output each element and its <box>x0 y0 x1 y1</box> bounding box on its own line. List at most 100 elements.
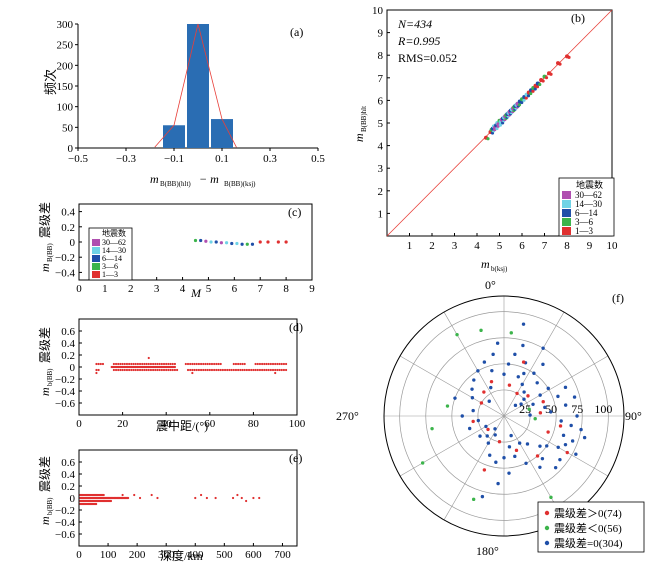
panel-d-point <box>239 362 242 366</box>
panel-e-ytick-label: −0.2 <box>55 505 75 517</box>
panel-d-ytick-label: 0.2 <box>61 350 75 362</box>
panel-b-ytick-label: 1 <box>378 208 384 220</box>
panel-d-point <box>269 368 272 372</box>
panel-d-point <box>136 362 139 366</box>
panel-f-north-label: 0° <box>485 278 496 292</box>
panel-d-point <box>232 362 235 366</box>
panel-f-point-negative <box>471 497 476 502</box>
panel-a: (a) 频次 m B(BB)(hlt) − m B(BB)(ksj) −0.5 −… <box>43 19 325 188</box>
panel-f-point-zero <box>490 368 494 373</box>
panel-f-point-positive <box>489 379 494 384</box>
panel-c-legend-title: 地震数 <box>102 228 126 238</box>
panel-e-ylabel-cn: 震级差 <box>38 456 52 492</box>
panel-b-xtick-label: 7 <box>542 240 548 252</box>
panel-f-point-zero <box>476 369 480 373</box>
panel-d-point <box>132 368 135 372</box>
panel-d-point <box>226 368 229 372</box>
panel-f-point-zero <box>488 453 492 457</box>
panel-b-ytick-label: 6 <box>378 95 384 107</box>
panel-f-ring-label: 25 <box>519 402 531 416</box>
panel-d-point <box>160 362 163 366</box>
panel-f-spoke <box>503 311 565 417</box>
panel-d-ylabel-sub: b(BB) <box>46 368 54 386</box>
panel-f-point-positive <box>538 411 543 415</box>
panel-e-ytick-label: 0.2 <box>61 481 75 493</box>
panel-c-point <box>230 241 234 246</box>
panel-f-point-positive <box>471 419 475 424</box>
panel-e-point <box>138 496 142 500</box>
panel-f-point-positive <box>546 430 550 434</box>
panel-d-point <box>285 362 288 366</box>
panel-d-point <box>261 362 264 366</box>
panel-a-ytick-label: 100 <box>57 102 74 114</box>
panel-d-point <box>117 362 120 366</box>
panel-f-point-zero <box>493 433 497 437</box>
panel-d: (d) 震中距/(°) m b(BB) 震级差 0 20 40 60 80 1000.60… <box>38 318 306 433</box>
panel-f-ring-label: 100 <box>594 402 612 416</box>
panel-c-ytick-label: −0.2 <box>55 252 75 264</box>
panel-e-xtick-label: 500 <box>216 549 233 561</box>
panel-a-xtick-label: −0.3 <box>116 153 136 165</box>
panel-d-point <box>145 362 148 366</box>
panel-f-legend-label: 震级差＞0(74) <box>554 506 622 520</box>
panel-f-point-zero <box>561 433 566 438</box>
panel-a-fit-curve <box>154 23 237 148</box>
panel-f-point-zero <box>513 352 517 357</box>
panel-a-xtick-label: 0.5 <box>311 153 325 165</box>
panel-b-legend-title: 地震数 <box>576 179 603 190</box>
panel-f-point-zero <box>513 403 518 408</box>
panel-f-point-zero <box>485 434 489 438</box>
panel-c-label: (c) <box>288 205 301 219</box>
panel-d-point <box>263 362 266 366</box>
panel-d-point <box>97 362 100 366</box>
panel-b-point <box>524 96 528 100</box>
panel-d-point <box>123 362 126 366</box>
panel-b-point <box>538 82 542 87</box>
panel-c-ytick-label: 0.2 <box>61 222 75 234</box>
panel-f-point-zero <box>470 396 475 400</box>
panel-c-legend-swatch <box>92 271 100 278</box>
panel-f-point-zero <box>574 452 578 456</box>
panel-e-point <box>133 493 136 497</box>
panel-f-point-zero <box>556 394 560 399</box>
panel-a-xtick-label: 0.3 <box>263 153 277 165</box>
panel-d-point <box>171 362 174 366</box>
panel-e-point <box>236 493 239 497</box>
panel-d-point <box>173 362 177 366</box>
panel-b-point <box>522 98 526 102</box>
panel-f-point-zero <box>519 402 523 406</box>
panel-f-point-zero <box>541 346 545 350</box>
panel-d-point <box>141 362 144 366</box>
panel-f-point-zero <box>549 410 553 414</box>
panel-d-point <box>267 362 270 366</box>
panel-e-xtick-label: 600 <box>245 549 262 561</box>
panel-f-point-positive <box>482 390 486 394</box>
panel-d-ytick-label: −0.6 <box>55 398 75 410</box>
panel-d-point <box>125 368 129 372</box>
panel-c-point <box>240 242 244 246</box>
panel-f-legend-marker <box>544 540 550 546</box>
panel-f-point-zero <box>538 444 542 448</box>
panel-d-point <box>125 362 129 366</box>
panel-f-point-zero <box>453 396 457 400</box>
panel-a-xlabel-sub1: B(BB)(hlt) <box>160 180 191 188</box>
panel-f-point-zero <box>524 461 528 465</box>
panel-f-point-zero <box>517 441 522 445</box>
panel-b-ytick-label: 4 <box>378 141 384 153</box>
panel-d-point <box>243 362 246 366</box>
panel-f-point-zero <box>487 399 491 403</box>
panel-e-label: (e) <box>289 451 302 465</box>
panel-b-legend-label: 6—14 <box>575 208 598 218</box>
panel-a-xtick-label: −0.1 <box>164 153 184 165</box>
panel-f-point-zero <box>582 435 587 440</box>
panel-d-point <box>136 368 139 372</box>
panel-f-point-zero <box>541 362 545 367</box>
panel-d-point <box>263 368 266 372</box>
panel-b-xtick-label: 10 <box>607 240 619 252</box>
panel-d-point <box>176 368 179 372</box>
panel-c-legend-label: 6—14 <box>102 254 122 263</box>
panel-f-point-zero <box>538 465 542 469</box>
panel-b-stat-r: R=0.995 <box>397 34 440 48</box>
panel-f-point-zero <box>494 460 498 464</box>
